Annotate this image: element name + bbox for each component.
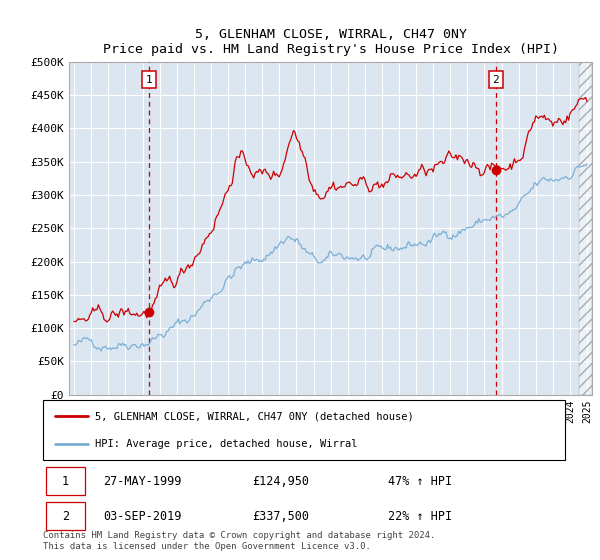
Text: 03-SEP-2019: 03-SEP-2019 xyxy=(103,510,182,523)
Text: HPI: Average price, detached house, Wirral: HPI: Average price, detached house, Wirr… xyxy=(95,439,358,449)
FancyBboxPatch shape xyxy=(43,400,565,460)
Bar xyxy=(578,62,592,395)
Title: 5, GLENHAM CLOSE, WIRRAL, CH47 0NY
Price paid vs. HM Land Registry's House Price: 5, GLENHAM CLOSE, WIRRAL, CH47 0NY Price… xyxy=(103,28,559,56)
FancyBboxPatch shape xyxy=(46,502,85,530)
Text: 1: 1 xyxy=(146,75,152,85)
FancyBboxPatch shape xyxy=(46,468,85,495)
Text: £124,950: £124,950 xyxy=(252,475,309,488)
Text: 47% ↑ HPI: 47% ↑ HPI xyxy=(388,475,452,488)
Text: 1: 1 xyxy=(62,475,69,488)
Bar xyxy=(578,62,592,395)
Text: £337,500: £337,500 xyxy=(252,510,309,523)
Text: Contains HM Land Registry data © Crown copyright and database right 2024.
This d: Contains HM Land Registry data © Crown c… xyxy=(43,531,436,550)
Text: 2: 2 xyxy=(62,510,69,523)
Text: 27-MAY-1999: 27-MAY-1999 xyxy=(103,475,182,488)
Text: 2: 2 xyxy=(493,75,499,85)
Text: 22% ↑ HPI: 22% ↑ HPI xyxy=(388,510,452,523)
Text: 5, GLENHAM CLOSE, WIRRAL, CH47 0NY (detached house): 5, GLENHAM CLOSE, WIRRAL, CH47 0NY (deta… xyxy=(95,411,414,421)
